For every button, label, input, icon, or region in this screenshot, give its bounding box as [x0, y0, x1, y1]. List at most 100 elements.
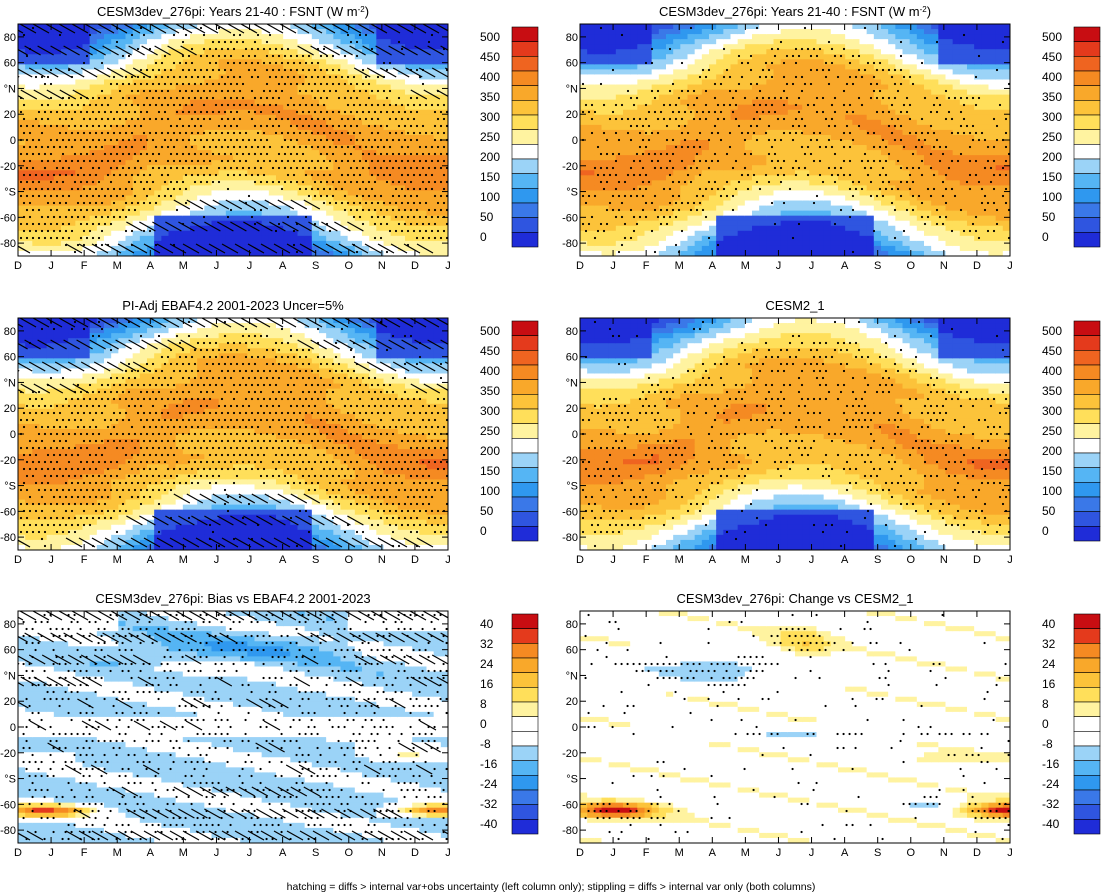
heatmap-cell [218, 79, 227, 86]
stipple-dot [346, 159, 350, 163]
heatmap-cell [276, 74, 284, 81]
heatmap-cell [111, 175, 119, 181]
heatmap-cell [354, 190, 363, 197]
stipple-dot [64, 103, 68, 107]
heatmap-cell [383, 99, 392, 106]
stipple-dot [142, 75, 146, 79]
heatmap-cell [233, 175, 241, 181]
heatmap-cell [283, 89, 291, 96]
colorbar-box [511, 158, 539, 174]
stipple-dot [100, 229, 104, 233]
heatmap-cell [268, 84, 277, 91]
heatmap-cell [233, 84, 241, 91]
heatmap-cell [247, 225, 256, 232]
heatmap-cell [383, 180, 392, 186]
heatmap-cell [623, 225, 631, 232]
heatmap-cell [601, 165, 610, 171]
heatmap-cell [608, 220, 617, 227]
heatmap-cell [369, 190, 377, 197]
stipple-dot [361, 138, 365, 142]
heatmap-cell [154, 150, 162, 156]
hatch-line [18, 68, 33, 78]
heatmap-cell [297, 215, 306, 222]
heatmap-cell [168, 129, 177, 136]
heatmap-cell [46, 64, 55, 70]
heatmap-cell [75, 220, 84, 227]
heatmap-cell [333, 124, 342, 131]
heatmap-cell [197, 24, 205, 30]
heatmap-cell [347, 64, 356, 70]
heatmap-cell [608, 240, 617, 247]
heatmap-cell [608, 24, 617, 30]
heatmap-cell [39, 24, 48, 30]
stipple-dot [202, 47, 206, 51]
stipple-dot [133, 152, 137, 156]
stipple-dot [49, 110, 53, 114]
colorbar-label: 0 [480, 230, 487, 244]
stipple-dot [214, 103, 218, 107]
heatmap-cell [96, 34, 105, 40]
stipple-dot [49, 82, 53, 86]
stipple-dot [412, 117, 416, 121]
stipple-dot [166, 187, 170, 191]
stipple-dot [394, 131, 398, 135]
heatmap-cell [61, 39, 69, 45]
stipple-dot [178, 159, 182, 163]
heatmap-cell [369, 155, 377, 161]
heatmap-cell [96, 215, 105, 222]
heatmap-cell [347, 250, 356, 256]
heatmap-cell [608, 89, 617, 96]
stipple-dot [400, 187, 404, 191]
heatmap-cell [319, 175, 327, 181]
stipple-dot [166, 173, 170, 177]
stipple-dot [31, 194, 35, 198]
heatmap-cell [376, 160, 385, 166]
heatmap-cell [405, 99, 413, 106]
heatmap-cell [168, 109, 177, 116]
heatmap-cell [283, 44, 291, 50]
heatmap-cell [211, 220, 220, 227]
heatmap-cell [601, 150, 610, 156]
heatmap-cell [333, 140, 342, 146]
heatmap-cell [290, 175, 299, 181]
heatmap-cell [290, 39, 299, 45]
hatch-line [130, 243, 148, 254]
stipple-dot [73, 152, 77, 156]
heatmap-cell [623, 79, 631, 86]
stipple-dot [256, 159, 260, 163]
heatmap-cell [326, 104, 334, 111]
stipple-dot [175, 166, 179, 170]
heatmap-cell [601, 109, 610, 116]
stipple-dot [292, 103, 296, 107]
heatmap-cell [601, 119, 610, 126]
hatch-line [383, 24, 401, 34]
x-tick-label: J [48, 260, 54, 272]
stipple-dot [289, 166, 293, 170]
panel-2: CESM3dev_276pi: Years 21-40 : FSNT (W m-… [562, 4, 1101, 272]
stipple-dot [25, 180, 29, 184]
stipple-dot [439, 208, 443, 212]
stipple-dot [280, 187, 284, 191]
stipple-dot [385, 110, 389, 114]
stipple-dot [223, 96, 227, 100]
heatmap-cell [290, 114, 299, 121]
stipple-dot [154, 75, 158, 79]
heatmap-cell [601, 200, 610, 207]
hatch-line [392, 67, 410, 78]
stipple-dot [184, 173, 188, 177]
heatmap-cell [297, 140, 306, 146]
stipple-dot [28, 229, 32, 233]
heatmap-cell [118, 44, 127, 50]
heatmap-cell [182, 210, 191, 217]
stipple-dot [325, 110, 329, 114]
heatmap-cell [623, 240, 631, 247]
stipple-dot [238, 117, 242, 121]
heatmap-cell [340, 230, 349, 237]
heatmap-cell [32, 104, 41, 111]
stipple-dot [88, 145, 92, 149]
heatmap-cell [204, 200, 213, 207]
heatmap-cell [104, 54, 112, 60]
heatmap-cell [32, 109, 41, 116]
heatmap-cell [644, 250, 653, 256]
heatmap-cell [118, 215, 127, 222]
